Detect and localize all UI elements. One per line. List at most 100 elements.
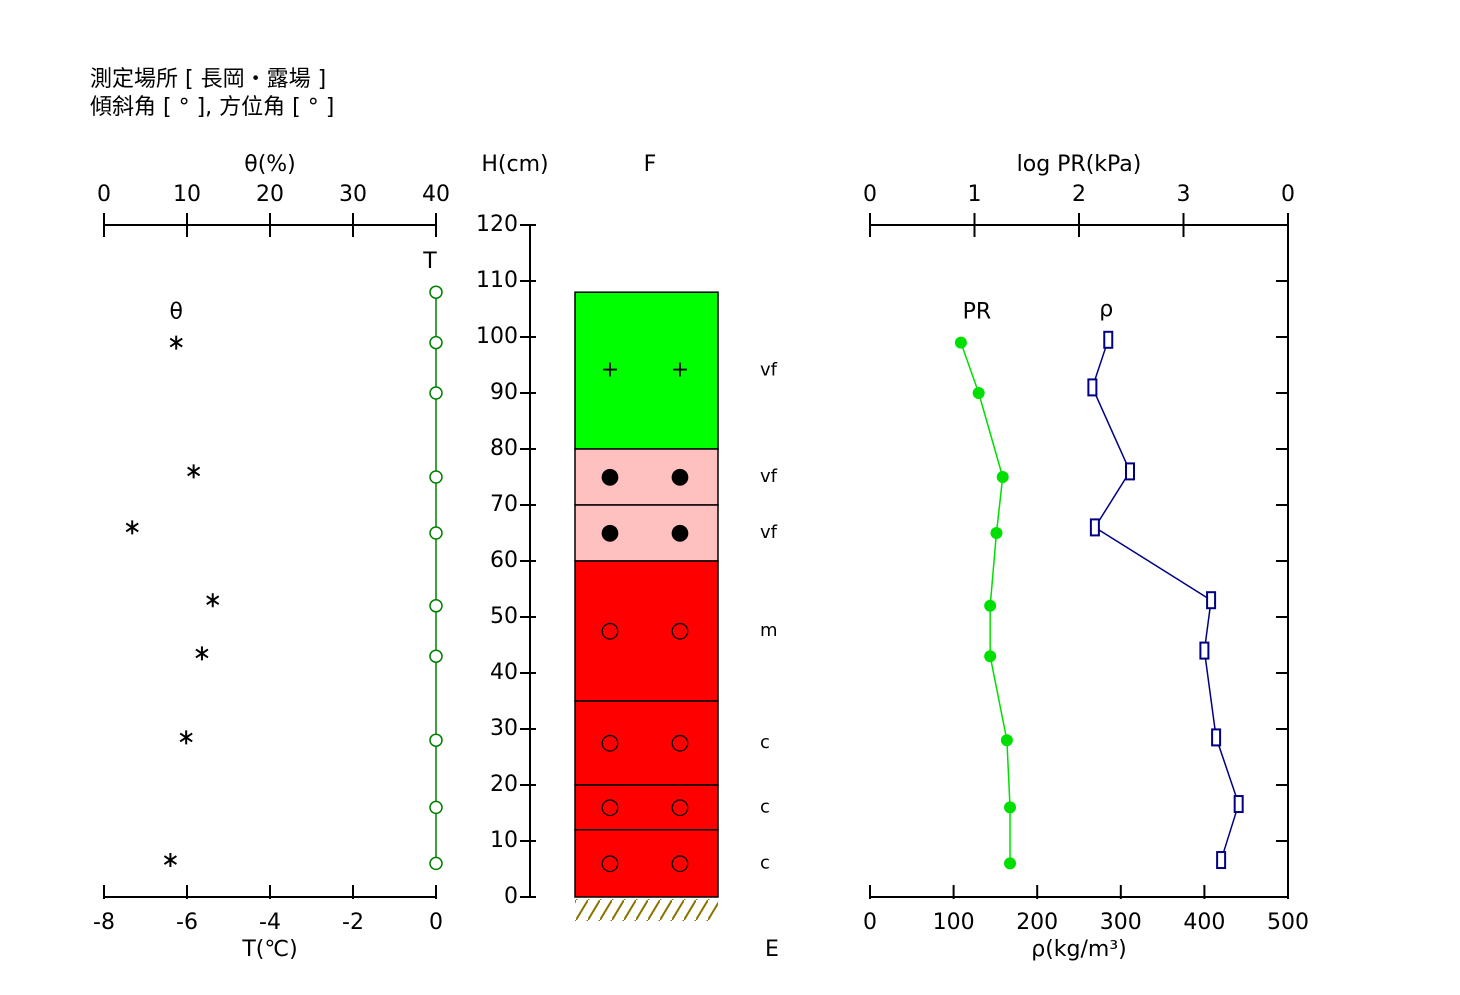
tick-label: 0 — [429, 910, 443, 935]
axis-title: log PR(kPa) — [1017, 152, 1142, 177]
axis-title: θ(%) — [244, 152, 296, 177]
tick-label: -8 — [93, 910, 115, 935]
point — [1004, 801, 1017, 814]
point — [429, 335, 443, 350]
tick-label: -2 — [342, 910, 364, 935]
snow-layer — [574, 784, 719, 831]
point — [1233, 795, 1244, 814]
point — [429, 470, 443, 484]
grain-symbol: ● — [670, 464, 689, 489]
tick-label: 110 — [476, 268, 518, 293]
point — [990, 527, 1003, 539]
point — [984, 599, 997, 612]
snow-layer — [574, 560, 719, 702]
grain-symbol: ● — [600, 464, 619, 489]
point — [429, 649, 443, 663]
point — [1000, 734, 1013, 747]
grain-size: vf — [760, 522, 778, 543]
point — [1216, 851, 1227, 870]
point — [1199, 641, 1210, 660]
ground-hatch — [575, 899, 718, 921]
point — [972, 387, 985, 399]
series-label: T — [422, 249, 437, 274]
tick-label: 200 — [1016, 910, 1058, 935]
tick-label: 10 — [490, 828, 518, 853]
point — [429, 285, 443, 299]
tick-label: 20 — [256, 182, 284, 207]
title-line: 測定場所 [ 長岡・露場 ] — [90, 67, 326, 92]
grain-symbol: + — [601, 358, 619, 383]
tick-label: 80 — [490, 436, 518, 461]
grain-size: c — [760, 796, 770, 817]
point — [429, 386, 443, 400]
grain-symbol: ○ — [600, 618, 619, 643]
point — [429, 526, 443, 540]
tick-label: 40 — [422, 182, 450, 207]
snow-layer — [574, 700, 719, 786]
tick-label: 90 — [490, 380, 518, 405]
series-label: θ — [169, 300, 182, 325]
tick-label: 0 — [97, 182, 111, 207]
axis-title: ρ(kg/m³) — [1031, 937, 1127, 962]
tick-label: 60 — [490, 548, 518, 573]
grain-symbol: ○ — [670, 618, 689, 643]
snow-layer — [574, 291, 719, 450]
grain-symbol: ○ — [670, 794, 689, 819]
ground-label: E — [765, 937, 779, 962]
tick-label: 3 — [1177, 182, 1191, 207]
grain-size: c — [760, 732, 770, 753]
tick-label: 400 — [1183, 910, 1225, 935]
grain-symbol: ● — [670, 520, 689, 545]
grain-symbol: ● — [600, 520, 619, 545]
series-line — [1091, 339, 1240, 861]
grain-size: vf — [760, 360, 778, 381]
tick-label: 20 — [490, 772, 518, 797]
point — [429, 733, 443, 747]
point — [169, 335, 183, 350]
snow-layer — [574, 448, 719, 506]
series-label: PR — [963, 300, 992, 325]
tick-label: 120 — [476, 212, 518, 237]
tick-label: 40 — [490, 660, 518, 685]
grain-symbol: ○ — [670, 850, 689, 875]
point — [1124, 462, 1135, 481]
point — [195, 646, 209, 661]
tick-label: 0 — [863, 910, 877, 935]
point — [429, 800, 443, 815]
tick-label: 2 — [1072, 182, 1086, 207]
grain-symbol: ○ — [600, 850, 619, 875]
point — [1089, 518, 1100, 537]
series-label: ρ — [1099, 297, 1113, 322]
point — [996, 471, 1009, 483]
layer-title: F — [644, 152, 657, 177]
point — [429, 599, 443, 613]
title-line: 傾斜角 [ ° ], 方位角 [ ° ] — [90, 95, 334, 120]
point — [1004, 857, 1017, 870]
snow-layer — [574, 829, 719, 898]
tick-label: 50 — [490, 604, 518, 629]
snow-layer — [574, 504, 719, 562]
tick-label: 70 — [490, 492, 518, 517]
tick-label: 30 — [490, 716, 518, 741]
tick-label: -6 — [176, 910, 198, 935]
tick-label: 100 — [476, 324, 518, 349]
point — [954, 336, 967, 349]
tick-label: 0 — [504, 884, 518, 909]
tick-label: 300 — [1100, 910, 1142, 935]
grain-symbol: + — [671, 358, 689, 383]
grain-symbol: ○ — [600, 794, 619, 819]
point — [179, 730, 193, 745]
tick-label: 0 — [1281, 182, 1295, 207]
point — [429, 856, 443, 871]
point — [1211, 728, 1222, 747]
point — [1206, 591, 1217, 610]
point — [206, 593, 220, 608]
grain-symbol: ○ — [600, 730, 619, 755]
point — [163, 853, 177, 868]
tick-label: 10 — [173, 182, 201, 207]
tick-label: 500 — [1267, 910, 1309, 935]
point — [1103, 330, 1114, 349]
grain-size: m — [760, 620, 778, 641]
axis-title: T(℃) — [241, 937, 297, 962]
